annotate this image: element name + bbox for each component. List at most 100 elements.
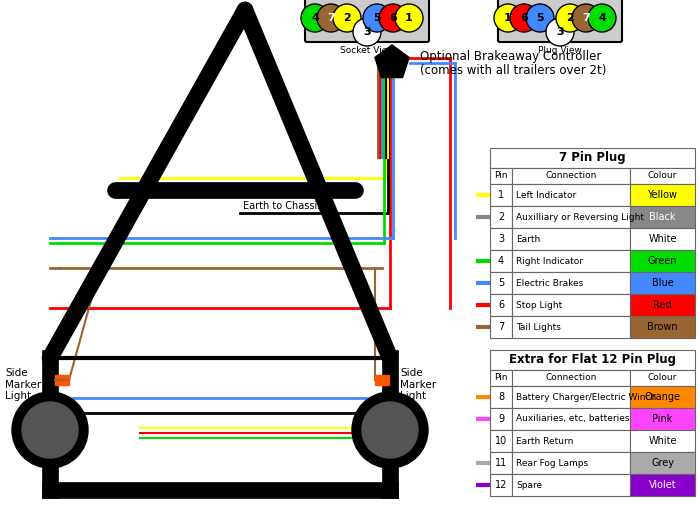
Text: 3: 3 (498, 234, 504, 244)
Text: 11: 11 (495, 458, 507, 468)
Text: Battery Charger/Electric Winch: Battery Charger/Electric Winch (516, 393, 657, 401)
Bar (490, 408, 512, 430)
Text: Auxilliary or Reversing Light: Auxilliary or Reversing Light (516, 212, 644, 221)
Text: 7 Pin Plug: 7 Pin Plug (559, 151, 626, 165)
Text: White: White (648, 234, 677, 244)
Bar (512, 272, 630, 294)
Text: Auxiliaries, etc, batteries: Auxiliaries, etc, batteries (516, 415, 629, 424)
Text: Earth Return: Earth Return (516, 436, 573, 446)
Text: 1: 1 (405, 13, 413, 23)
Bar (630, 370, 695, 386)
Circle shape (395, 4, 423, 32)
Text: Colour: Colour (648, 373, 677, 383)
Text: 10: 10 (495, 436, 507, 446)
Bar (490, 430, 512, 452)
Bar (630, 408, 695, 430)
Text: 6: 6 (520, 13, 528, 23)
Text: Socket View: Socket View (340, 46, 394, 55)
Text: 5: 5 (536, 13, 544, 23)
Text: 6: 6 (389, 13, 397, 23)
Polygon shape (375, 45, 409, 78)
Text: Orange: Orange (645, 392, 680, 402)
Bar (490, 206, 512, 228)
Text: 9: 9 (498, 414, 504, 424)
Text: 4: 4 (311, 13, 319, 23)
Bar (630, 294, 695, 316)
Bar (55, 375, 69, 385)
Bar (512, 206, 630, 228)
Bar (630, 316, 695, 338)
Circle shape (572, 4, 600, 32)
Text: Pink: Pink (652, 414, 673, 424)
Text: Extra for Flat 12 Pin Plug: Extra for Flat 12 Pin Plug (509, 354, 676, 366)
Bar (512, 386, 630, 408)
Bar (512, 370, 630, 386)
Circle shape (510, 4, 538, 32)
Bar (630, 452, 695, 474)
FancyBboxPatch shape (498, 0, 622, 42)
Text: 7: 7 (327, 13, 335, 23)
Circle shape (352, 392, 428, 468)
Text: 5: 5 (373, 13, 381, 23)
Bar (630, 206, 695, 228)
Text: Tail Lights: Tail Lights (516, 323, 561, 332)
Text: Connection: Connection (545, 373, 596, 383)
Text: 2: 2 (498, 212, 504, 222)
Text: Blue: Blue (652, 278, 673, 288)
Text: Black: Black (650, 212, 676, 222)
Text: Yellow: Yellow (648, 190, 678, 200)
Bar (512, 452, 630, 474)
Text: Side
Marker
Light: Side Marker Light (5, 368, 41, 401)
Text: 3: 3 (556, 27, 564, 37)
Text: 6: 6 (498, 300, 504, 310)
Text: Earth to Chassis: Earth to Chassis (243, 201, 323, 211)
Text: 12: 12 (495, 480, 508, 490)
Circle shape (301, 4, 329, 32)
Text: Stop Light: Stop Light (516, 301, 562, 309)
Bar (490, 474, 512, 496)
Circle shape (362, 402, 418, 458)
Text: Left Indicator: Left Indicator (516, 190, 576, 200)
Circle shape (22, 402, 78, 458)
Bar (490, 294, 512, 316)
Text: Violet: Violet (649, 480, 676, 490)
Bar (630, 168, 695, 184)
Text: 2: 2 (343, 13, 351, 23)
Bar (630, 184, 695, 206)
Circle shape (546, 18, 574, 46)
Text: Grey: Grey (651, 458, 674, 468)
Bar (490, 272, 512, 294)
Bar (490, 228, 512, 250)
Text: Plug View: Plug View (538, 46, 582, 55)
Text: Brown: Brown (648, 322, 678, 332)
Text: (comes with all trailers over 2t): (comes with all trailers over 2t) (420, 64, 606, 77)
Text: 4: 4 (598, 13, 606, 23)
Bar (630, 250, 695, 272)
Circle shape (526, 4, 554, 32)
Text: 8: 8 (498, 392, 504, 402)
Bar (490, 370, 512, 386)
Bar (490, 250, 512, 272)
FancyBboxPatch shape (305, 0, 429, 42)
Circle shape (353, 18, 381, 46)
Bar (490, 168, 512, 184)
Text: Side
Marker
Light: Side Marker Light (400, 368, 436, 401)
Bar (630, 272, 695, 294)
Text: Earth: Earth (516, 235, 540, 243)
Text: Right Indicator: Right Indicator (516, 257, 583, 266)
Bar (512, 294, 630, 316)
Text: Optional Brakeaway Controller: Optional Brakeaway Controller (420, 50, 601, 63)
Text: 4: 4 (498, 256, 504, 266)
Text: Green: Green (648, 256, 678, 266)
Text: Colour: Colour (648, 172, 677, 180)
Bar (630, 386, 695, 408)
Circle shape (588, 4, 616, 32)
Text: 5: 5 (498, 278, 504, 288)
Text: Pin: Pin (494, 373, 508, 383)
Circle shape (333, 4, 361, 32)
Bar (512, 250, 630, 272)
Bar (490, 452, 512, 474)
Text: 7: 7 (582, 13, 590, 23)
Text: Rear Fog Lamps: Rear Fog Lamps (516, 459, 588, 467)
Bar (512, 474, 630, 496)
